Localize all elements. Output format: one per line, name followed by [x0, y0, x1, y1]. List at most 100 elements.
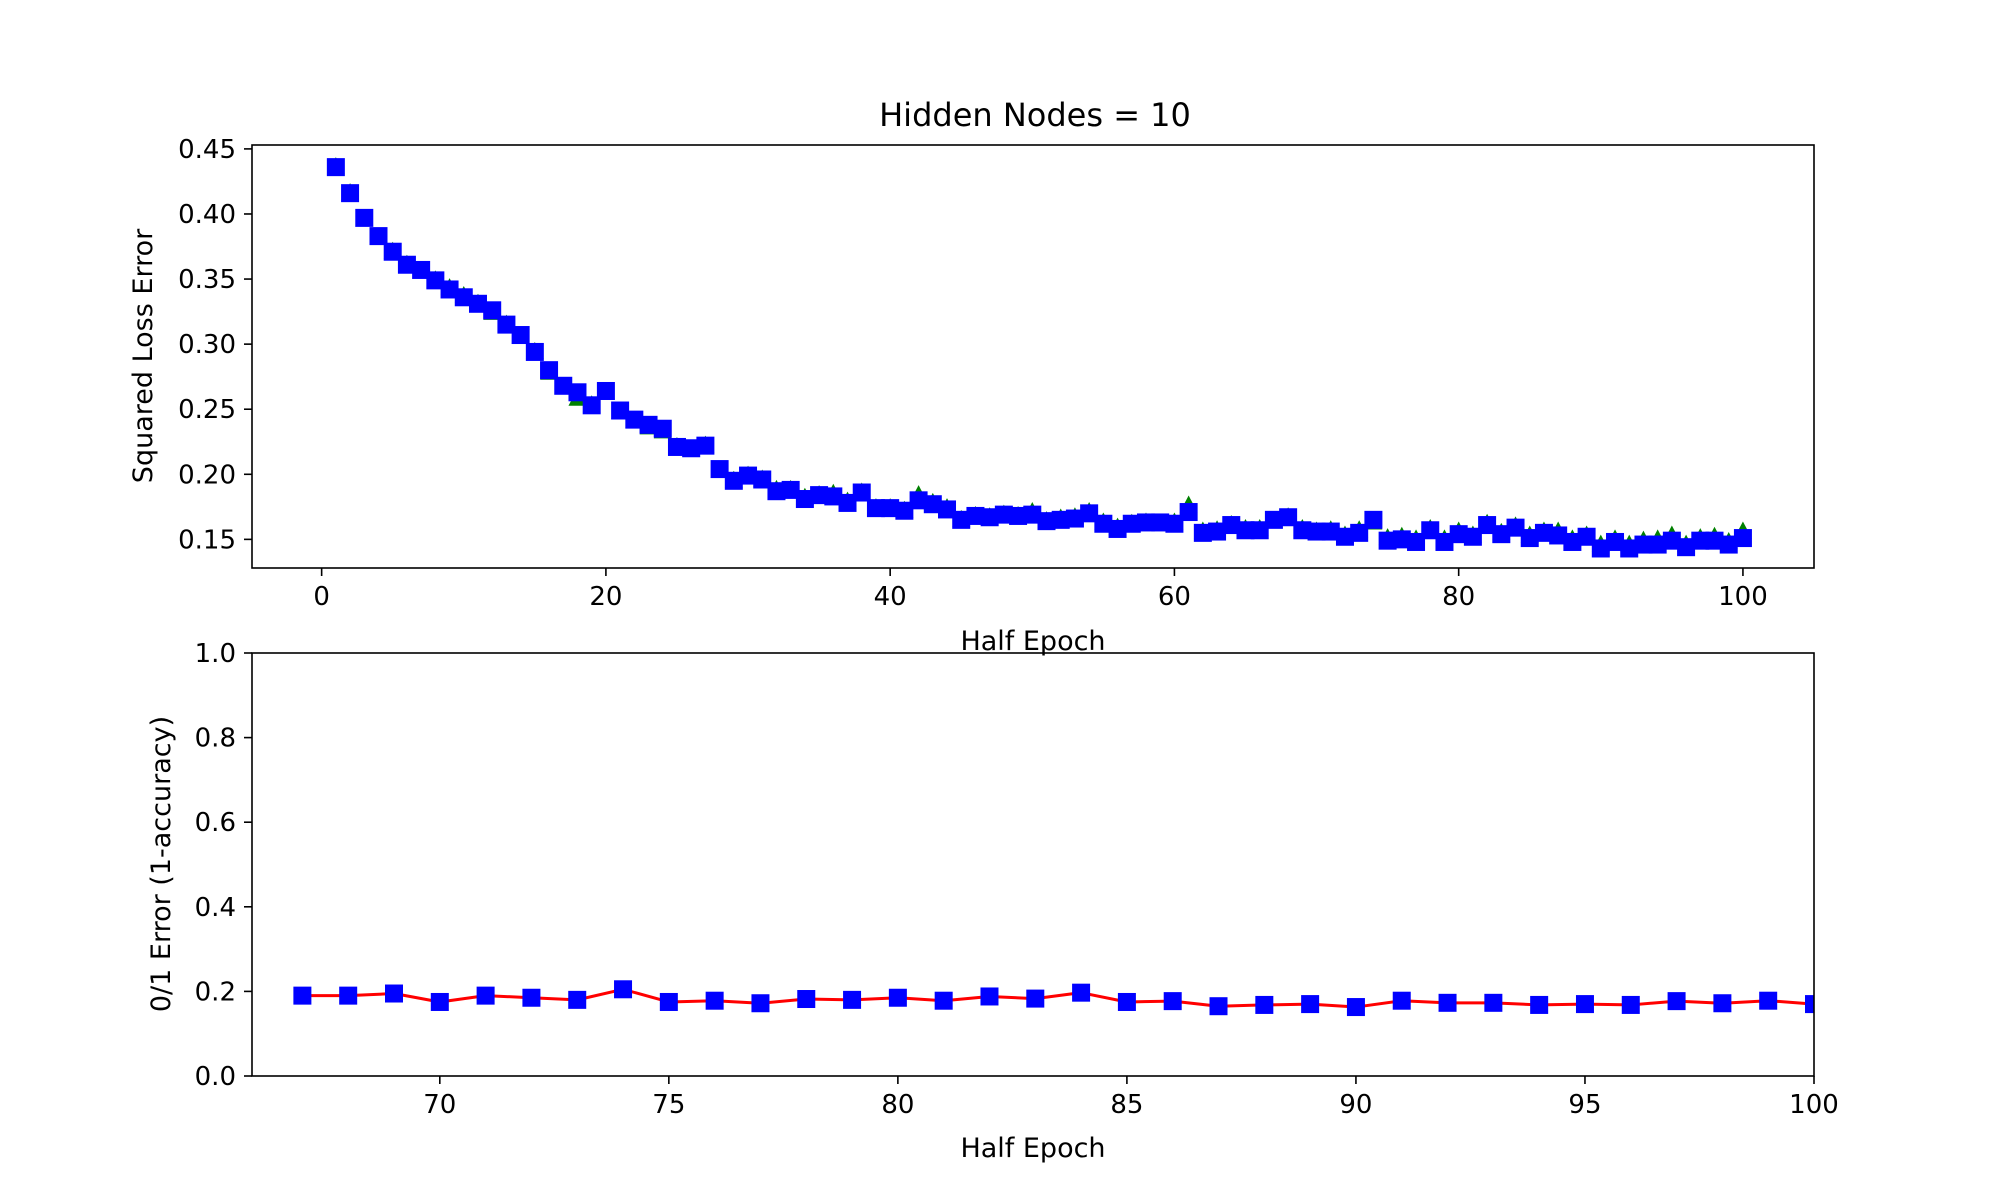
error-point	[293, 986, 312, 1005]
error-point	[1026, 989, 1045, 1008]
loss-point	[1051, 510, 1070, 529]
error-point	[1438, 993, 1457, 1012]
error-point	[1805, 995, 1814, 1014]
loss-chart-ticks: 0 20 40 60 80 100 0.15 0.20 0.25 0.30 0.35 0.40 0.45	[178, 135, 1768, 612]
loss-point	[1421, 521, 1440, 540]
loss-point	[1620, 539, 1639, 558]
loss-point	[568, 383, 587, 402]
loss-point	[1136, 513, 1155, 532]
y-tick-label: 0.2	[195, 977, 236, 1007]
loss-point	[824, 487, 843, 506]
loss-point	[1719, 535, 1738, 554]
x-tick-label: 20	[589, 582, 622, 612]
loss-point	[1662, 531, 1681, 550]
loss-point	[938, 500, 957, 519]
loss-point	[866, 499, 885, 518]
loss-point	[625, 410, 644, 429]
error-point	[614, 980, 633, 999]
loss-point	[1606, 532, 1625, 551]
error-point	[1117, 992, 1136, 1011]
loss-point	[1165, 514, 1184, 533]
error-chart-frame	[251, 652, 1815, 1077]
x-axis-label: Half Epoch	[960, 1133, 1105, 1164]
error-point	[1530, 995, 1549, 1014]
error-point	[888, 988, 907, 1007]
loss-point	[810, 486, 829, 505]
loss-point	[1122, 514, 1141, 533]
x-tick-label: 80	[1442, 582, 1475, 612]
error-point	[1713, 994, 1732, 1013]
loss-point	[994, 505, 1013, 524]
error-point	[1484, 993, 1503, 1012]
loss-point	[1350, 523, 1369, 542]
loss-point	[540, 361, 559, 380]
loss-point	[1037, 512, 1056, 531]
x-axis-label: Half Epoch	[960, 626, 1105, 657]
loss-point	[1335, 527, 1354, 546]
error-point	[522, 988, 541, 1007]
loss-point	[1151, 513, 1170, 532]
loss-point	[1463, 527, 1482, 546]
loss-point	[355, 208, 374, 227]
loss-point	[1577, 527, 1596, 546]
loss-point	[1591, 539, 1610, 558]
error-chart-marks	[293, 980, 1815, 1017]
loss-point	[611, 401, 630, 420]
loss-point	[1321, 522, 1340, 541]
x-tick-label: 85	[1110, 1090, 1143, 1120]
x-tick-label: 100	[1789, 1090, 1839, 1120]
error-point	[1392, 991, 1411, 1010]
loss-point	[426, 271, 445, 290]
loss-point	[753, 470, 772, 489]
y-tick-label: 0.6	[195, 808, 236, 838]
loss-point	[1065, 509, 1084, 528]
loss-point	[397, 255, 416, 274]
x-tick-label: 0	[313, 582, 330, 612]
loss-point	[795, 490, 814, 509]
loss-point	[1279, 508, 1298, 527]
loss-point	[1250, 521, 1269, 540]
loss-point	[1108, 519, 1127, 538]
y-tick-label: 0.0	[195, 1062, 236, 1092]
y-tick-label: 0.40	[178, 200, 236, 230]
loss-point	[1222, 516, 1241, 535]
loss-point	[1407, 532, 1426, 551]
loss-point	[1520, 529, 1539, 548]
loss-point	[952, 510, 971, 529]
x-tick-label: 80	[881, 1090, 914, 1120]
loss-point	[1378, 531, 1397, 550]
error-point	[430, 992, 449, 1011]
loss-point	[511, 326, 530, 345]
loss-point	[1293, 521, 1312, 540]
loss-point	[1023, 505, 1042, 524]
y-tick-label: 0.4	[195, 893, 236, 923]
loss-point	[838, 493, 857, 512]
loss-point	[852, 483, 871, 502]
loss-chart-marks	[326, 157, 1752, 558]
x-tick-label: 75	[652, 1090, 685, 1120]
x-tick-label: 70	[423, 1090, 456, 1120]
loss-point	[1549, 526, 1568, 545]
loss-point	[596, 381, 615, 400]
loss-point	[1307, 522, 1326, 541]
loss-point	[1677, 538, 1696, 557]
loss-chart-frame	[251, 144, 1815, 569]
loss-point	[966, 506, 985, 525]
loss-point	[895, 501, 914, 520]
x-tick-label: 90	[1339, 1090, 1372, 1120]
loss-point	[1364, 510, 1383, 529]
error-point	[476, 986, 495, 1005]
loss-point	[412, 260, 431, 279]
loss-point	[1193, 523, 1212, 542]
loss-point	[710, 460, 729, 479]
error-point	[1072, 983, 1091, 1002]
loss-point	[980, 508, 999, 527]
loss-point	[1449, 525, 1468, 544]
loss-point	[497, 315, 516, 334]
loss-point	[1733, 529, 1752, 548]
loss-point	[1435, 532, 1454, 551]
loss-point	[923, 495, 942, 514]
loss-point	[781, 480, 800, 499]
loss-point	[739, 466, 758, 485]
error-point	[1301, 995, 1320, 1014]
